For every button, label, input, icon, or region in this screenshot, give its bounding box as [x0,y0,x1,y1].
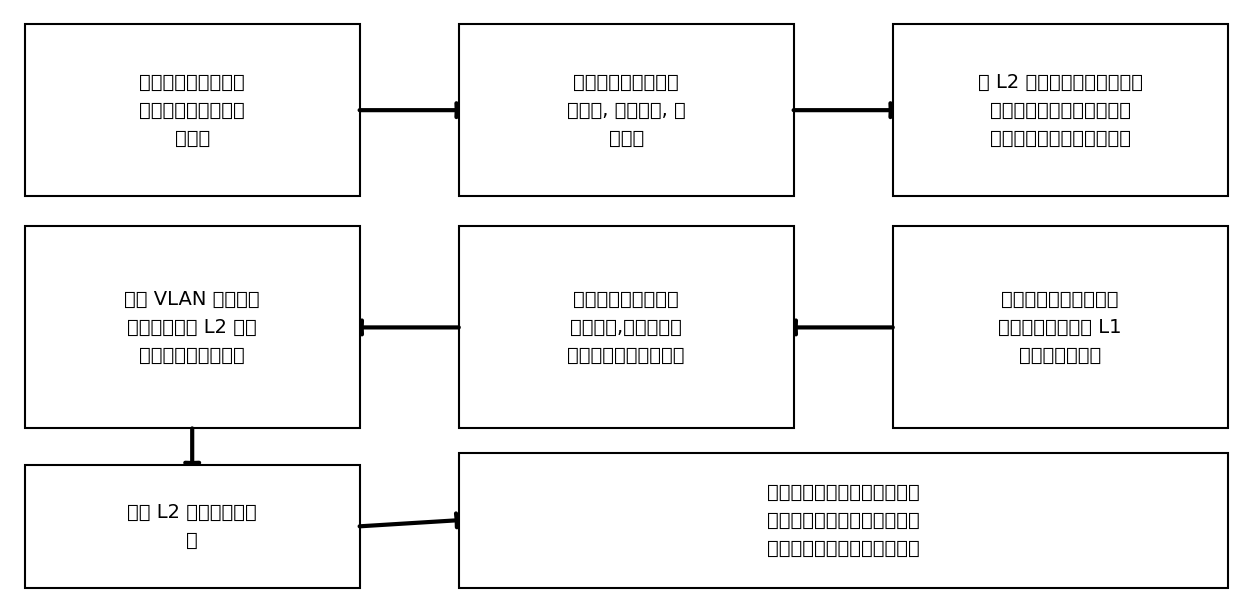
Text: 仿真服务器上安装操
作系统, 通讯平台, 数
据库等: 仿真服务器上安装操 作系统, 通讯平台, 数 据库等 [567,73,686,147]
Text: 在仿真服务器上增加
通讯电文,实时获取生
产过程数据、实绩数据: 在仿真服务器上增加 通讯电文,实时获取生 产过程数据、实绩数据 [568,290,684,365]
Bar [893,24,1228,196]
Bar [25,226,360,428]
Bar [459,226,794,428]
Bar [25,465,360,588]
Text: 通过 VLAN 和访问列
表技术，实现 L2 在线
系统与仿真系统隔离: 通过 VLAN 和访问列 表技术，实现 L2 在线 系统与仿真系统隔离 [124,290,260,365]
Bar [893,226,1228,428]
Text: 实现新功能的调试、测试。通
过比对跟踪画面、报表、日志
等，可判断新功能的投用情况: 实现新功能的调试、测试。通 过比对跟踪画面、报表、日志 等，可判断新功能的投用情… [766,483,920,558]
Text: 通过通讯软件的布署，
实现仿真服务器与 L1
之间的实时通讯: 通过通讯软件的布署， 实现仿真服务器与 L1 之间的实时通讯 [998,290,1122,365]
Text: 完成 L2 仿真系统的搭
建: 完成 L2 仿真系统的搭 建 [128,503,257,550]
Text: 选取一台配置较高的
服务器作为仿真平台
服务器: 选取一台配置较高的 服务器作为仿真平台 服务器 [139,73,246,147]
Bar [459,24,794,196]
Bar [25,24,360,196]
Bar [459,453,1228,588]
Text: 将 L2 在线系统的加热炉、轧
线、层冷等子系统的模型、
应用功能布署在仿真服务器: 将 L2 在线系统的加热炉、轧 线、层冷等子系统的模型、 应用功能布署在仿真服务… [977,73,1143,147]
